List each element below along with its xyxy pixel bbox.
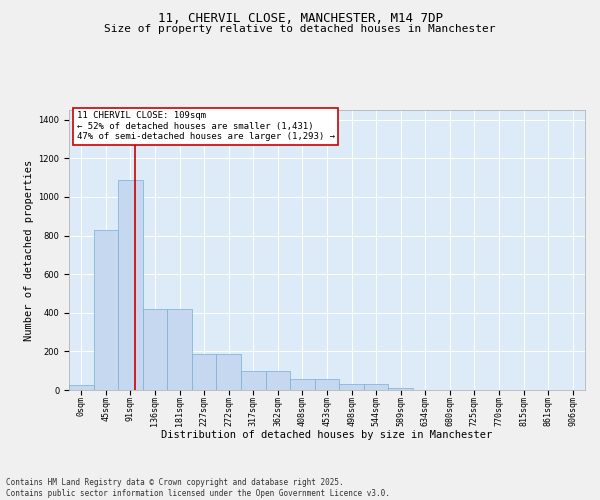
Text: 11, CHERVIL CLOSE, MANCHESTER, M14 7DP: 11, CHERVIL CLOSE, MANCHESTER, M14 7DP <box>157 12 443 26</box>
Bar <box>118 180 143 390</box>
Bar <box>94 230 118 390</box>
Text: Contains HM Land Registry data © Crown copyright and database right 2025.
Contai: Contains HM Land Registry data © Crown c… <box>6 478 390 498</box>
Bar <box>217 354 241 390</box>
Bar <box>69 385 94 390</box>
Bar <box>315 380 339 390</box>
Y-axis label: Number of detached properties: Number of detached properties <box>24 160 34 340</box>
Bar <box>290 380 315 390</box>
Bar <box>266 370 290 390</box>
Text: 11 CHERVIL CLOSE: 109sqm
← 52% of detached houses are smaller (1,431)
47% of sem: 11 CHERVIL CLOSE: 109sqm ← 52% of detach… <box>77 112 335 141</box>
X-axis label: Distribution of detached houses by size in Manchester: Distribution of detached houses by size … <box>161 430 493 440</box>
Bar <box>143 309 167 390</box>
Bar <box>339 384 364 390</box>
Bar <box>241 370 266 390</box>
Bar <box>364 384 388 390</box>
Bar <box>167 309 192 390</box>
Text: Size of property relative to detached houses in Manchester: Size of property relative to detached ho… <box>104 24 496 34</box>
Bar <box>192 354 217 390</box>
Bar <box>388 388 413 390</box>
